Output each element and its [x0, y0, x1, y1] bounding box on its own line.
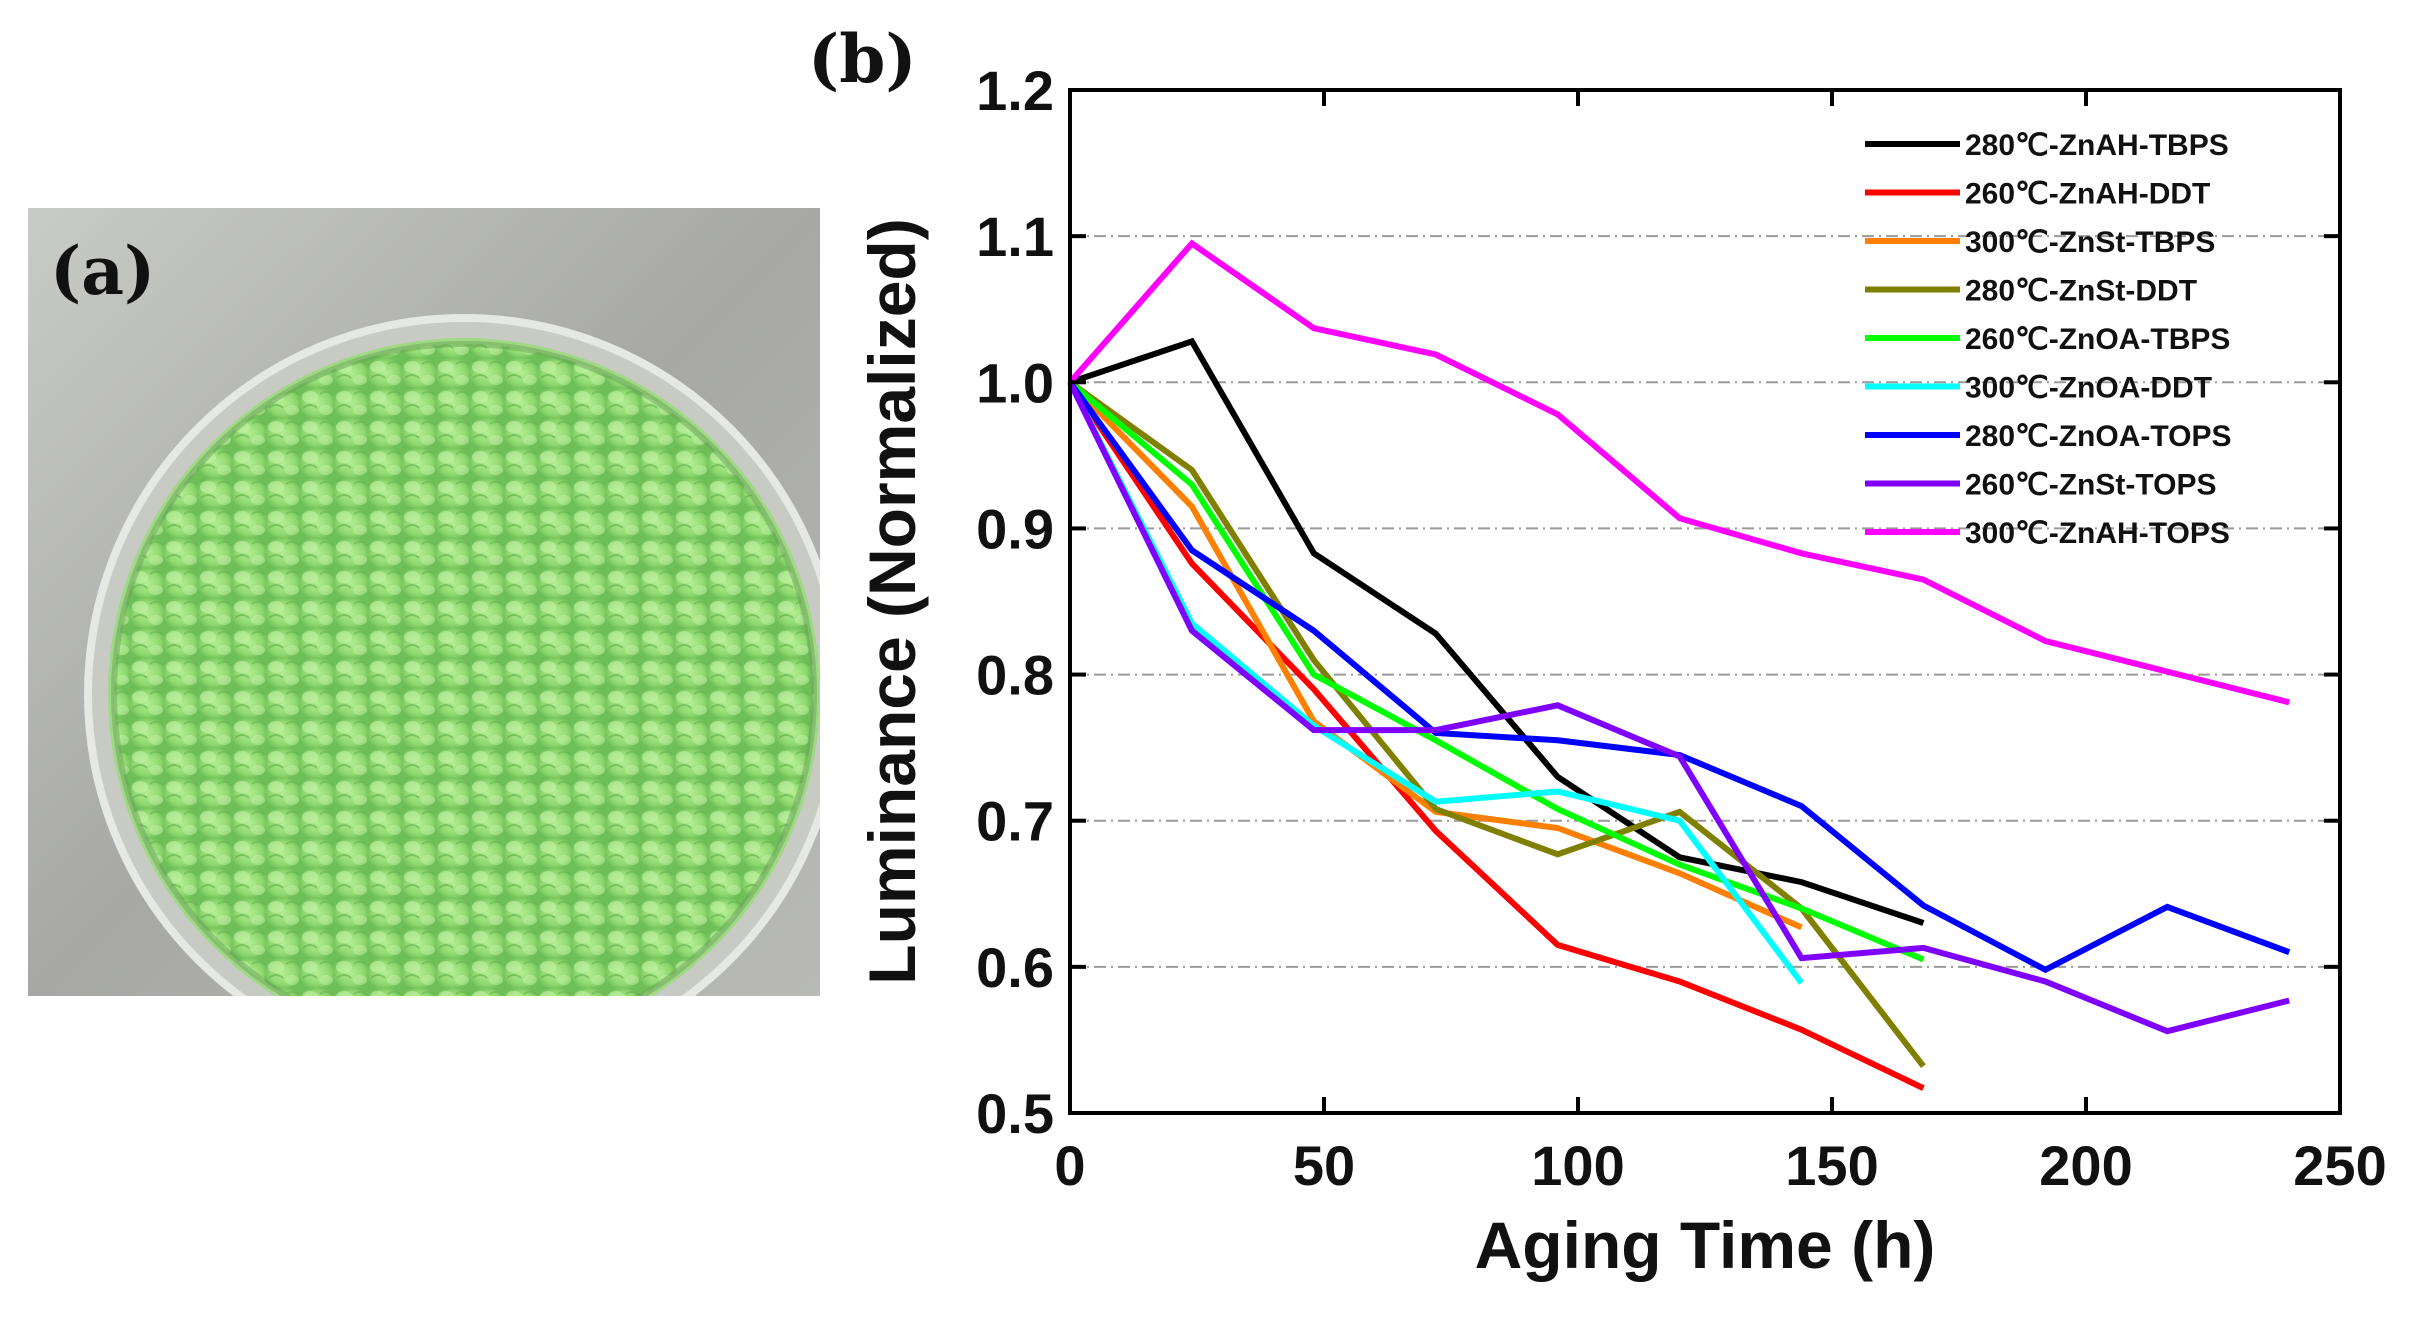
y-tick-label: 1.0 [976, 351, 1054, 414]
panel-b-label: (b) [808, 20, 917, 98]
legend-label: 260℃-ZnSt-TOPS [1965, 469, 2217, 502]
series-line-260-znst-tops [1067, 380, 2290, 1035]
series-line-260-znoa-tbps [1068, 380, 1925, 963]
legend-label: 260℃-ZnOA-TBPS [1965, 323, 2230, 356]
x-tick-label: 100 [1531, 1134, 1624, 1197]
y-tick-label: 0.6 [976, 936, 1054, 999]
x-tick-label: 200 [2039, 1134, 2132, 1197]
series-line-280-znah-tbps [1069, 337, 1925, 926]
legend-label: 280℃-ZnOA-TOPS [1965, 420, 2232, 453]
x-tick-label: 50 [1293, 1134, 1355, 1197]
x-tick-label: 150 [1785, 1134, 1878, 1197]
x-tick-label: 250 [2293, 1134, 2386, 1197]
legend-label: 300℃-ZnOA-DDT [1965, 372, 2212, 405]
axis-ticks: 0 50 100 150 200 250 0.5 0.6 0.7 0.8 0.9 1.0 1.1 1.2 [976, 59, 2387, 1197]
y-tick-label: 0.9 [976, 497, 1054, 560]
series-line-260-znah-ddt [1067, 380, 1925, 1091]
legend-label: 300℃-ZnAH-TOPS [1965, 517, 2230, 550]
series-line-300-znah-tops [1067, 239, 2290, 706]
y-axis-title: Luminance (Normalized) [855, 218, 929, 984]
x-tick-label: 0 [1054, 1134, 1085, 1197]
legend-label: 300℃-ZnSt-TBPS [1965, 226, 2215, 259]
series-lines [1067, 239, 2291, 1091]
y-tick-label: 0.5 [976, 1082, 1054, 1145]
legend-label: 260℃-ZnAH-DDT [1965, 178, 2210, 211]
series-line-300-znoa-ddt [1067, 380, 1804, 985]
y-tick-label: 1.1 [976, 205, 1054, 268]
panel-a-label: (a) [50, 232, 156, 310]
legend-label: 280℃-ZnSt-DDT [1965, 275, 2197, 308]
petri-dish-green-pellets-photo [28, 208, 844, 1074]
y-tick-label: 0.7 [976, 790, 1054, 853]
legend: 280℃-ZnAH-TBPS 260℃-ZnAH-DDT 300℃-ZnSt-TBP… [1865, 129, 2232, 550]
series-line-280-znst-ddt [1068, 379, 1926, 1069]
petri-dish-photo [28, 208, 844, 1074]
green-pellets [114, 344, 814, 1044]
y-tick-label: 0.8 [976, 644, 1054, 707]
y-tick-label: 1.2 [976, 59, 1054, 122]
plot-frame [1068, 88, 2342, 1115]
legend-label: 280℃-ZnAH-TBPS [1965, 129, 2229, 162]
x-axis-title: Aging Time (h) [1475, 1208, 1936, 1282]
